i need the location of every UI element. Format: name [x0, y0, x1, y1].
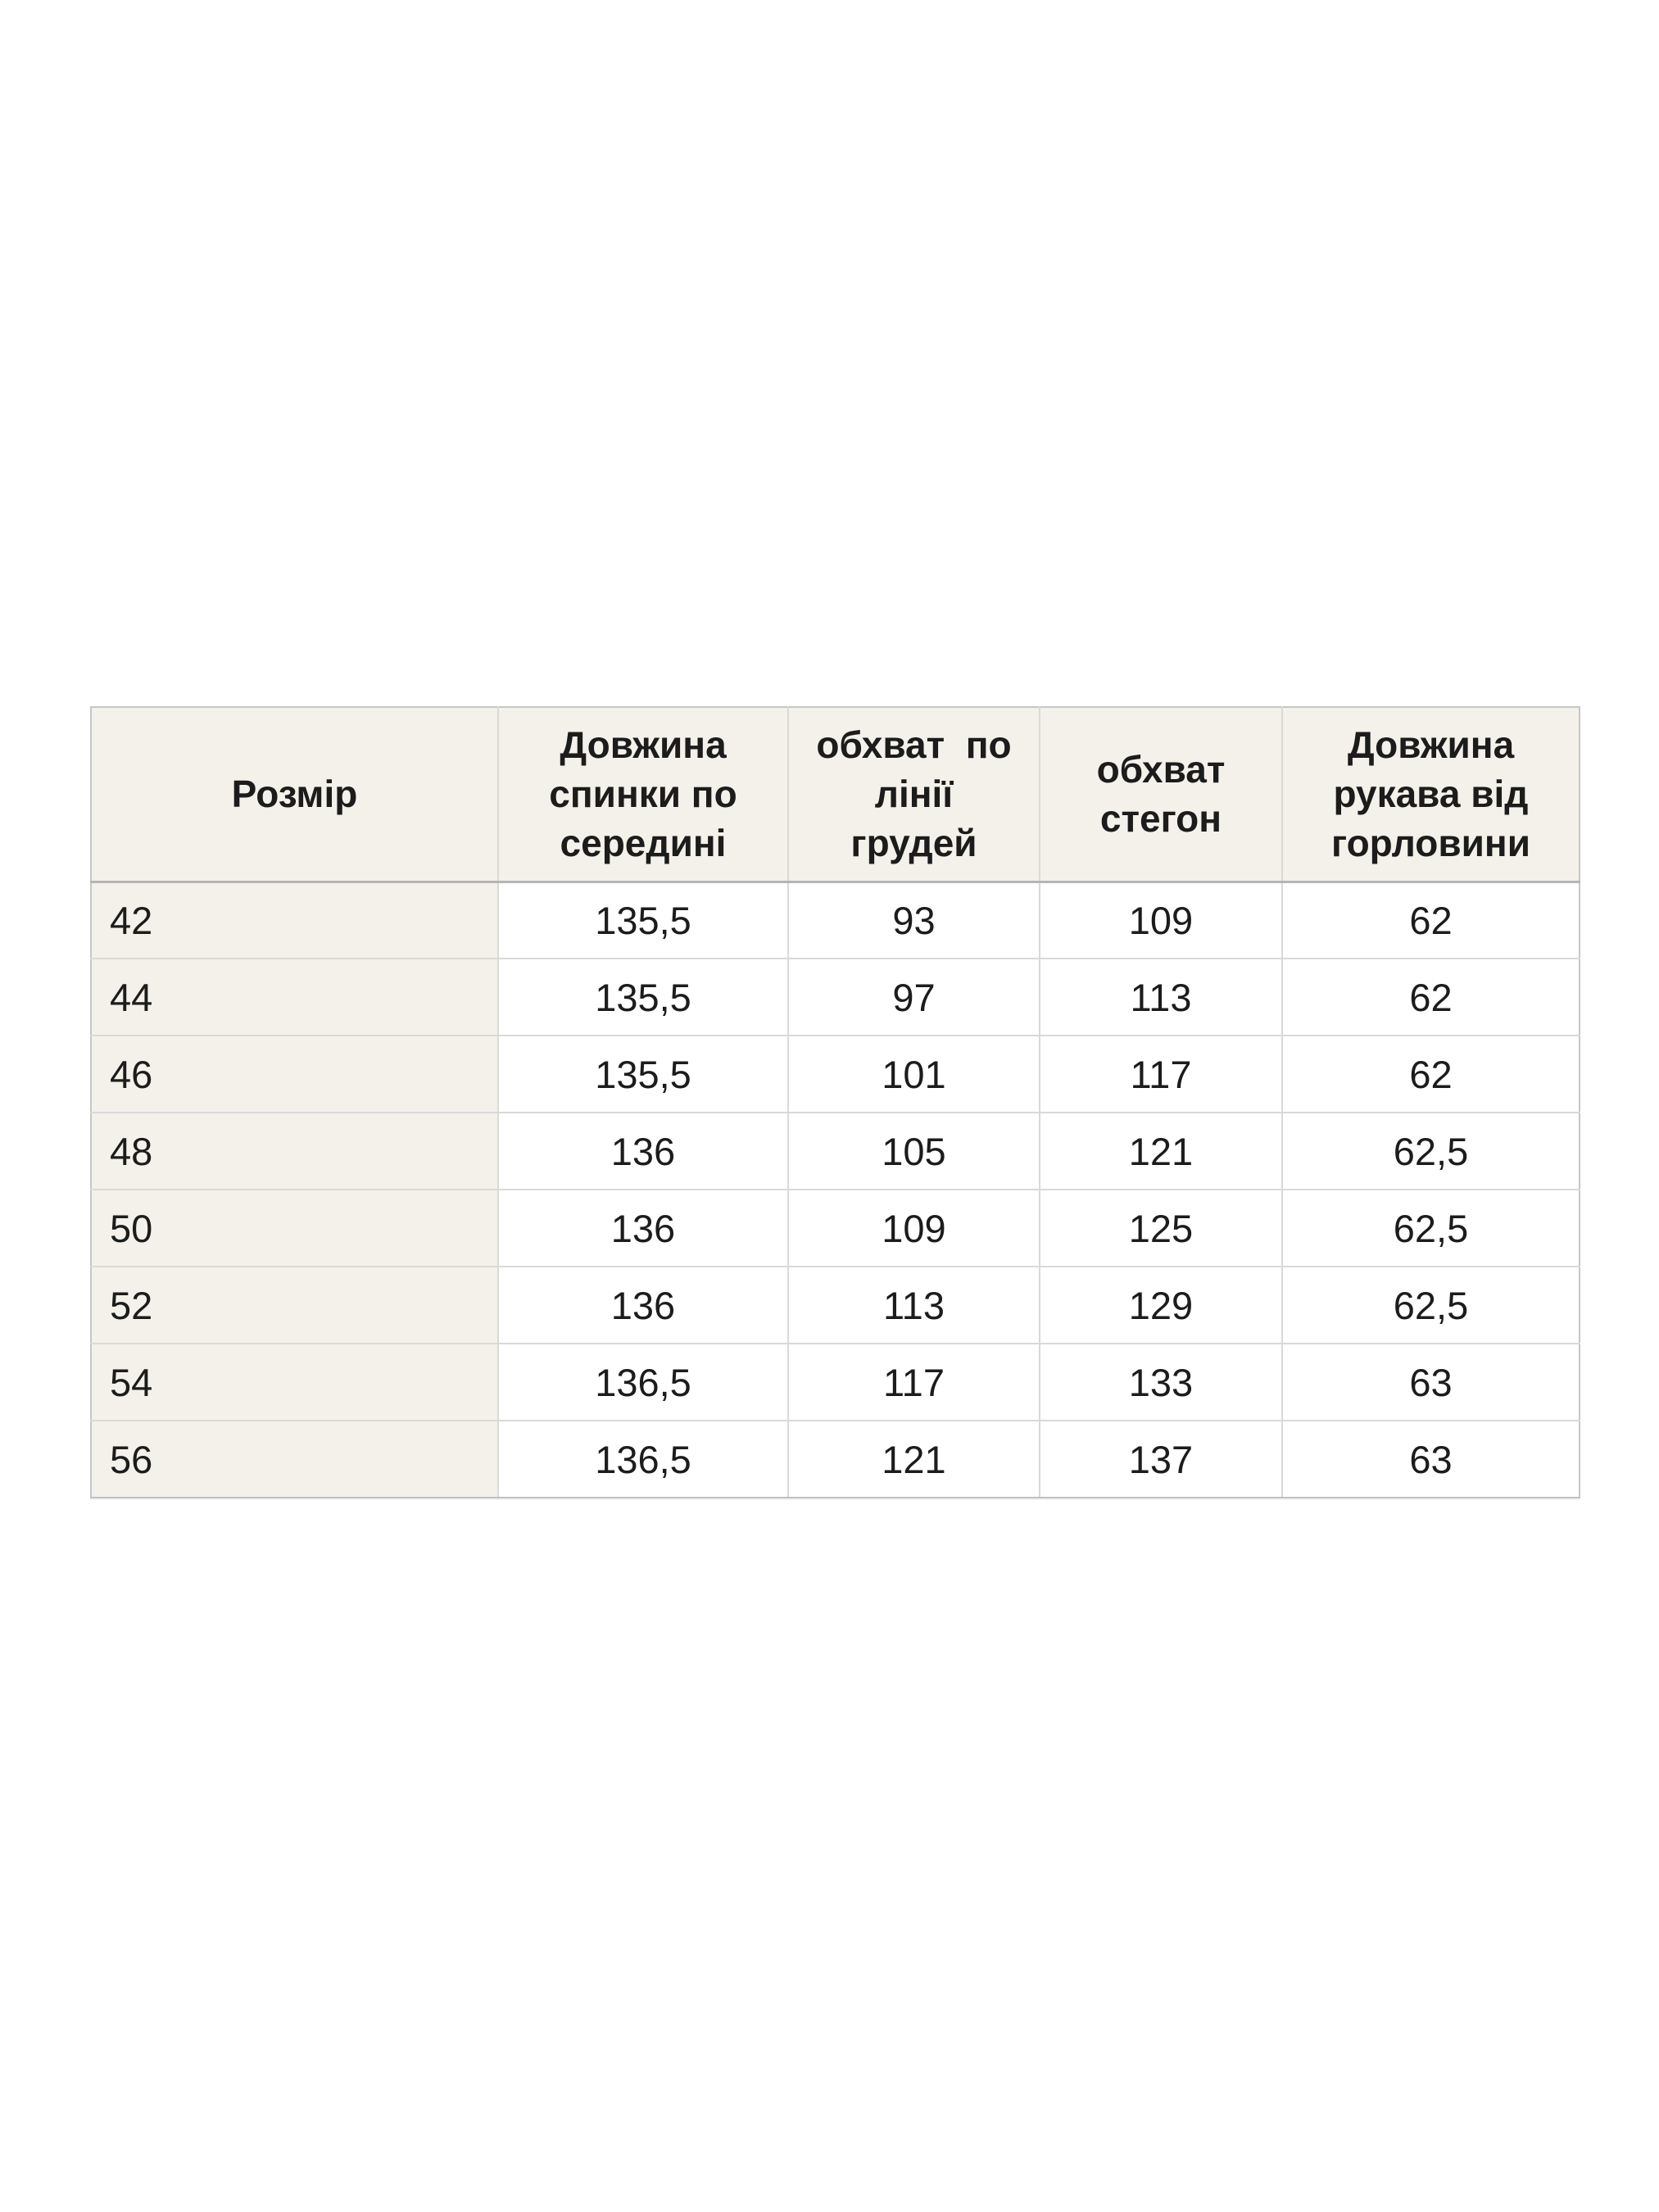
header-cell-size: Розмір	[90, 706, 499, 883]
back-length-cell: 136	[497, 1112, 789, 1190]
hip-girth-cell: 129	[1039, 1266, 1283, 1344]
sleeve-length-cell: 62,5	[1281, 1266, 1580, 1344]
chest-girth-cell: 105	[787, 1112, 1040, 1190]
table-row: 56 136,5 121 137 63	[90, 1420, 1580, 1498]
size-cell: 54	[90, 1343, 499, 1421]
back-length-cell: 136	[497, 1266, 789, 1344]
table-row: 52 136 113 129 62,5	[90, 1266, 1580, 1344]
chest-girth-cell: 113	[787, 1266, 1040, 1344]
hip-girth-cell: 133	[1039, 1343, 1283, 1421]
size-chart-table: Розмір Довжина спинки по середині обхват…	[90, 706, 1580, 1498]
sleeve-length-cell: 63	[1281, 1420, 1580, 1498]
table-row: 44 135,5 97 113 62	[90, 958, 1580, 1036]
chest-girth-cell: 121	[787, 1420, 1040, 1498]
chest-girth-cell: 109	[787, 1189, 1040, 1267]
header-cell-back-length: Довжина спинки по середині	[497, 706, 789, 883]
sleeve-length-cell: 63	[1281, 1343, 1580, 1421]
header-cell-sleeve-length: Довжина рукава від горловини	[1281, 706, 1580, 883]
size-cell: 48	[90, 1112, 499, 1190]
hip-girth-cell: 137	[1039, 1420, 1283, 1498]
header-row: Розмір Довжина спинки по середині обхват…	[90, 706, 1580, 883]
hip-girth-cell: 117	[1039, 1035, 1283, 1113]
size-cell: 56	[90, 1420, 499, 1498]
size-cell: 44	[90, 958, 499, 1036]
table-row: 48 136 105 121 62,5	[90, 1112, 1580, 1190]
table-row: 54 136,5 117 133 63	[90, 1343, 1580, 1421]
sleeve-length-cell: 62,5	[1281, 1112, 1580, 1190]
chest-girth-cell: 97	[787, 958, 1040, 1036]
header-cell-chest-girth: обхват по лінії грудей	[787, 706, 1040, 883]
chest-girth-cell: 101	[787, 1035, 1040, 1113]
size-cell: 46	[90, 1035, 499, 1113]
table-row: 46 135,5 101 117 62	[90, 1035, 1580, 1113]
size-cell: 50	[90, 1189, 499, 1267]
table-row: 42 135,5 93 109 62	[90, 881, 1580, 959]
chest-girth-cell: 93	[787, 881, 1040, 959]
back-length-cell: 135,5	[497, 881, 789, 959]
header-cell-hip-girth: обхват стегон	[1039, 706, 1283, 883]
hip-girth-cell: 109	[1039, 881, 1283, 959]
sleeve-length-cell: 62	[1281, 881, 1580, 959]
back-length-cell: 135,5	[497, 958, 789, 1036]
hip-girth-cell: 125	[1039, 1189, 1283, 1267]
back-length-cell: 136,5	[497, 1343, 789, 1421]
hip-girth-cell: 113	[1039, 958, 1283, 1036]
hip-girth-cell: 121	[1039, 1112, 1283, 1190]
back-length-cell: 136,5	[497, 1420, 789, 1498]
table-row: 50 136 109 125 62,5	[90, 1189, 1580, 1267]
size-cell: 42	[90, 881, 499, 959]
sleeve-length-cell: 62,5	[1281, 1189, 1580, 1267]
back-length-cell: 135,5	[497, 1035, 789, 1113]
back-length-cell: 136	[497, 1189, 789, 1267]
sleeve-length-cell: 62	[1281, 1035, 1580, 1113]
sleeve-length-cell: 62	[1281, 958, 1580, 1036]
size-cell: 52	[90, 1266, 499, 1344]
chest-girth-cell: 117	[787, 1343, 1040, 1421]
